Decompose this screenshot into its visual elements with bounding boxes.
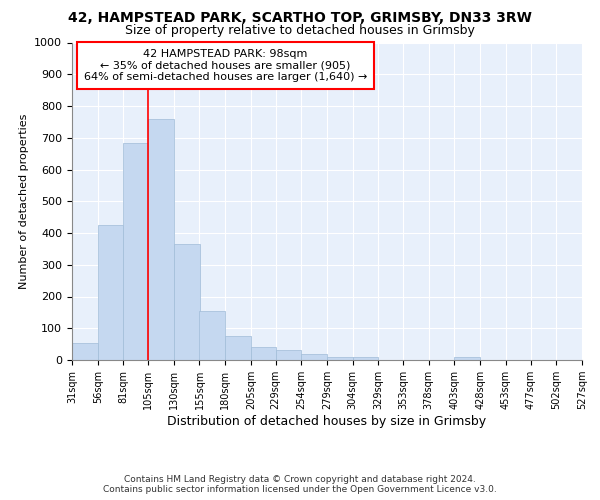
Bar	[174, 244, 199, 360]
Bar	[148, 118, 174, 360]
Y-axis label: Number of detached properties: Number of detached properties	[19, 114, 29, 289]
Bar	[327, 357, 353, 360]
Bar	[455, 357, 480, 360]
Bar	[251, 348, 275, 360]
Bar	[353, 357, 379, 360]
Text: Size of property relative to detached houses in Grimsby: Size of property relative to detached ho…	[125, 24, 475, 37]
Text: 42 HAMPSTEAD PARK: 98sqm
← 35% of detached houses are smaller (905)
64% of semi-: 42 HAMPSTEAD PARK: 98sqm ← 35% of detach…	[83, 49, 367, 82]
Bar	[98, 225, 124, 360]
X-axis label: Distribution of detached houses by size in Grimsby: Distribution of detached houses by size …	[167, 415, 487, 428]
Bar	[225, 336, 251, 360]
Bar	[275, 350, 301, 360]
Text: Contains HM Land Registry data © Crown copyright and database right 2024.
Contai: Contains HM Land Registry data © Crown c…	[103, 474, 497, 494]
Bar	[72, 342, 98, 360]
Text: 42, HAMPSTEAD PARK, SCARTHO TOP, GRIMSBY, DN33 3RW: 42, HAMPSTEAD PARK, SCARTHO TOP, GRIMSBY…	[68, 11, 532, 25]
Bar	[199, 311, 225, 360]
Bar	[124, 142, 148, 360]
Bar	[301, 354, 327, 360]
